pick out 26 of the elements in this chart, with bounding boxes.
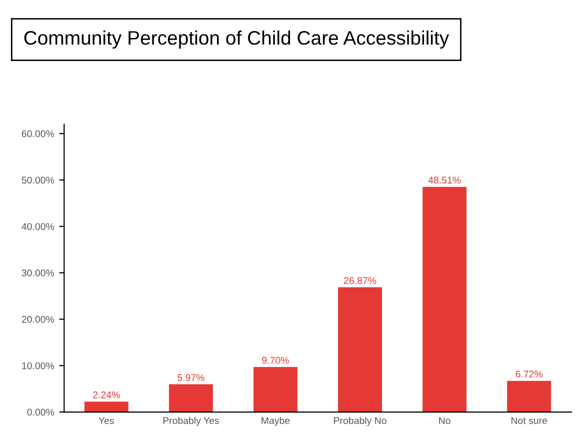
- x-tick-label: Maybe: [262, 416, 290, 426]
- data-label: 5.97%: [178, 374, 204, 381]
- x-tick-label: Probably No: [334, 416, 386, 426]
- bar: [507, 380, 552, 412]
- y-tick-label: 50.00%: [22, 176, 54, 184]
- bar: [253, 367, 298, 412]
- bar: [422, 186, 467, 412]
- y-tick-label: 60.00%: [22, 130, 54, 138]
- y-tick-label: 20.00%: [22, 316, 54, 323]
- y-tick-label: 30.00%: [22, 270, 54, 276]
- x-tick-label: Not sure: [512, 417, 548, 424]
- data-label: 6.72%: [516, 370, 543, 378]
- data-label: 48.51%: [428, 176, 461, 184]
- data-label: 26.87%: [344, 277, 376, 284]
- data-label: 9.70%: [262, 356, 289, 364]
- chart-title: Community Perception of Child Care Accessibility: [24, 30, 450, 49]
- y-tick-label: 0.00%: [27, 408, 54, 416]
- y-tick-label: 10.00%: [22, 362, 54, 370]
- data-label: 2.24%: [93, 391, 120, 398]
- x-tick-label: Probably Yes: [163, 416, 219, 426]
- bar: [84, 402, 128, 412]
- y-tick-label: 40.00%: [22, 223, 54, 230]
- bar: [168, 384, 213, 412]
- x-tick-label: No: [439, 417, 450, 424]
- bar: [338, 287, 382, 412]
- x-tick-label: Yes: [98, 417, 114, 424]
